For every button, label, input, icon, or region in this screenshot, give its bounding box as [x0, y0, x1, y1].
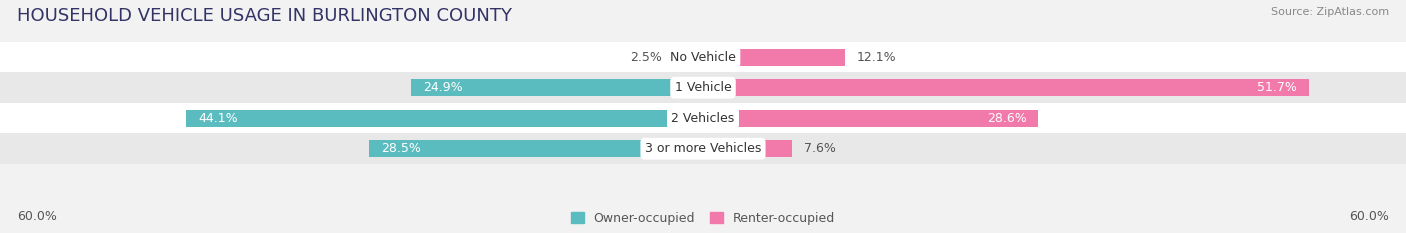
Text: 7.6%: 7.6%	[804, 142, 835, 155]
Bar	[186, 110, 703, 127]
Text: 60.0%: 60.0%	[17, 210, 56, 223]
Legend: Owner-occupied, Renter-occupied: Owner-occupied, Renter-occupied	[571, 212, 835, 225]
Bar	[368, 140, 703, 157]
Text: 12.1%: 12.1%	[856, 51, 896, 64]
Text: 28.5%: 28.5%	[381, 142, 420, 155]
Bar	[412, 79, 703, 96]
Bar	[0, 134, 1406, 164]
Text: 44.1%: 44.1%	[198, 112, 238, 125]
Text: 1 Vehicle: 1 Vehicle	[675, 81, 731, 94]
Text: HOUSEHOLD VEHICLE USAGE IN BURLINGTON COUNTY: HOUSEHOLD VEHICLE USAGE IN BURLINGTON CO…	[17, 7, 512, 25]
Text: No Vehicle: No Vehicle	[671, 51, 735, 64]
Text: 60.0%: 60.0%	[1350, 210, 1389, 223]
Bar	[703, 110, 1038, 127]
Bar	[0, 103, 1406, 134]
Text: Source: ZipAtlas.com: Source: ZipAtlas.com	[1271, 7, 1389, 17]
Text: 24.9%: 24.9%	[423, 81, 463, 94]
Text: 2 Vehicles: 2 Vehicles	[672, 112, 734, 125]
Bar	[703, 49, 845, 65]
Text: 51.7%: 51.7%	[1257, 81, 1298, 94]
Text: 2.5%: 2.5%	[630, 51, 662, 64]
Bar	[703, 79, 1309, 96]
Bar	[673, 49, 703, 65]
Text: 28.6%: 28.6%	[987, 112, 1026, 125]
Text: 3 or more Vehicles: 3 or more Vehicles	[645, 142, 761, 155]
Bar	[0, 72, 1406, 103]
Bar	[703, 140, 792, 157]
Bar	[0, 42, 1406, 72]
